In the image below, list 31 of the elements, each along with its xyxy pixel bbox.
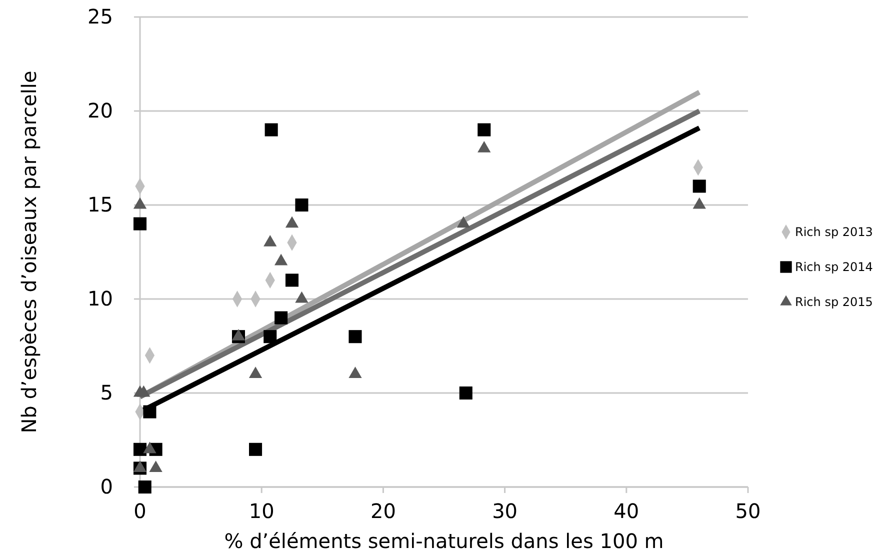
point <box>133 442 147 456</box>
point <box>295 198 308 212</box>
legend-label: Rich sp 2015 <box>795 295 873 310</box>
x-tick-label: 10 <box>248 499 274 523</box>
y-axis-title: Nb d’espèces d’oiseaux par parcelle <box>17 70 41 434</box>
y-tick-label: 0 <box>100 474 113 498</box>
legend-label: Rich sp 2014 <box>795 260 873 274</box>
point <box>274 311 288 324</box>
point <box>459 386 472 400</box>
y-tick-label: 5 <box>100 380 113 404</box>
point <box>133 217 147 230</box>
point <box>285 274 299 287</box>
x-tick-label: 50 <box>735 499 761 523</box>
point <box>249 442 262 456</box>
point <box>264 123 278 136</box>
x-tick-label: 0 <box>134 499 146 523</box>
legend-label: Rich sp 2013 <box>795 225 873 240</box>
point <box>478 123 491 136</box>
y-tick-label: 25 <box>88 4 113 28</box>
x-axis-title: % d’éléments semi-naturels dans les 100 m <box>224 529 664 553</box>
x-tick-label: 20 <box>370 499 396 523</box>
y-tick-label: 10 <box>88 286 113 310</box>
x-tick-label: 40 <box>614 499 640 523</box>
point <box>138 480 152 494</box>
x-tick-label: 30 <box>492 499 518 523</box>
point <box>264 330 277 344</box>
point <box>692 180 706 193</box>
y-tick-label: 15 <box>88 192 113 216</box>
point <box>143 405 156 418</box>
y-tick-label: 20 <box>88 98 113 122</box>
point <box>348 330 362 344</box>
